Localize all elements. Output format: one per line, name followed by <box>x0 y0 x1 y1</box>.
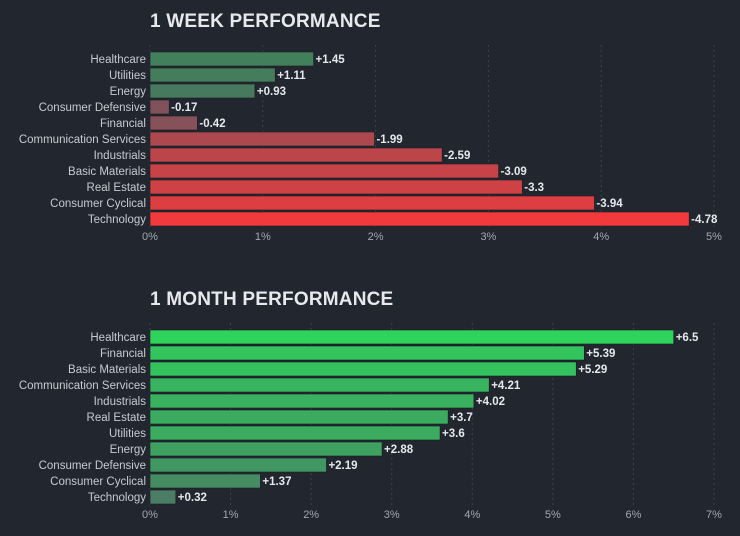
bar-communication-services[interactable] <box>149 377 490 393</box>
value-label: -3.3 <box>524 182 544 194</box>
bar-financial[interactable] <box>149 345 585 361</box>
bar-communication-services[interactable] <box>149 131 375 147</box>
value-label: +3.6 <box>442 428 465 440</box>
category-label: Technology <box>88 492 146 504</box>
category-label: Healthcare <box>90 332 146 344</box>
value-label: +0.93 <box>257 86 286 98</box>
category-label: Real Estate <box>87 412 146 424</box>
category-label: Consumer Cyclical <box>50 198 146 210</box>
category-label: Basic Materials <box>68 364 146 376</box>
bar-real-estate[interactable] <box>149 409 449 425</box>
value-label: +1.11 <box>277 70 306 82</box>
bar-industrials[interactable] <box>149 147 443 163</box>
x-tick-label: 6% <box>625 509 641 521</box>
value-label: +6.5 <box>676 332 699 344</box>
x-tick-label: 5% <box>706 231 722 243</box>
category-label: Energy <box>110 86 147 98</box>
category-label: Basic Materials <box>68 166 146 178</box>
value-label: -0.42 <box>199 118 225 130</box>
bar-consumer-defensive[interactable] <box>149 99 170 115</box>
value-label: -4.78 <box>691 214 718 226</box>
category-label: Industrials <box>94 150 147 162</box>
x-tick-label: 3% <box>480 231 496 243</box>
bar-energy[interactable] <box>149 441 383 457</box>
value-label: -0.17 <box>171 102 197 114</box>
bar-industrials[interactable] <box>149 393 475 409</box>
month-chart-title: 1 MONTH PERFORMANCE <box>150 289 394 310</box>
value-label: +2.19 <box>328 460 357 472</box>
x-tick-label: 3% <box>384 509 400 521</box>
category-label: Energy <box>110 444 147 456</box>
bar-utilities[interactable] <box>149 67 276 83</box>
category-label: Utilities <box>109 428 146 440</box>
category-label: Industrials <box>94 396 147 408</box>
x-tick-label: 2% <box>368 231 384 243</box>
x-tick-label: 7% <box>706 509 722 521</box>
category-label: Consumer Defensive <box>39 102 146 114</box>
value-label: -3.09 <box>501 166 527 178</box>
value-label: -1.99 <box>376 134 402 146</box>
category-label: Consumer Defensive <box>39 460 146 472</box>
bar-financial[interactable] <box>149 115 198 131</box>
x-tick-label: 1% <box>223 509 239 521</box>
category-label: Communication Services <box>19 380 146 392</box>
value-label: +4.21 <box>491 380 521 392</box>
bar-consumer-cyclical[interactable] <box>149 473 261 489</box>
category-label: Financial <box>100 118 146 130</box>
value-label: +3.7 <box>450 412 473 424</box>
x-tick-label: 4% <box>464 509 480 521</box>
x-tick-label: 2% <box>303 509 319 521</box>
value-label: +5.29 <box>578 364 607 376</box>
value-label: -3.94 <box>596 198 623 210</box>
bar-energy[interactable] <box>149 83 256 99</box>
bar-consumer-cyclical[interactable] <box>149 195 595 211</box>
bar-basic-materials[interactable] <box>149 361 577 377</box>
bar-basic-materials[interactable] <box>149 163 499 179</box>
value-label: +1.37 <box>262 476 291 488</box>
bar-technology[interactable] <box>149 489 177 505</box>
category-label: Technology <box>88 214 146 226</box>
value-label: -2.59 <box>444 150 470 162</box>
x-tick-label: 0% <box>142 231 158 243</box>
category-label: Financial <box>100 348 146 360</box>
bar-real-estate[interactable] <box>149 179 523 195</box>
category-label: Healthcare <box>90 54 146 66</box>
x-tick-label: 0% <box>142 509 158 521</box>
value-label: +0.32 <box>178 492 207 504</box>
bar-consumer-defensive[interactable] <box>149 457 327 473</box>
x-tick-label: 5% <box>545 509 561 521</box>
category-label: Real Estate <box>87 182 146 194</box>
category-label: Consumer Cyclical <box>50 476 146 488</box>
value-label: +2.88 <box>384 444 414 456</box>
value-label: +1.45 <box>316 54 346 66</box>
x-tick-label: 4% <box>593 231 609 243</box>
bar-technology[interactable] <box>149 211 690 227</box>
week-chart-title: 1 WEEK PERFORMANCE <box>150 11 381 32</box>
bar-healthcare[interactable] <box>149 329 675 345</box>
value-label: +5.39 <box>586 348 615 360</box>
bar-healthcare[interactable] <box>149 51 314 67</box>
x-tick-label: 1% <box>255 231 271 243</box>
bar-utilities[interactable] <box>149 425 441 441</box>
value-label: +4.02 <box>476 396 505 408</box>
category-label: Utilities <box>109 70 146 82</box>
category-label: Communication Services <box>19 134 146 146</box>
